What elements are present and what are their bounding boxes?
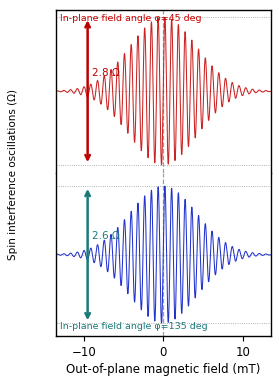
Text: 2.6 Ω: 2.6 Ω (92, 231, 120, 241)
Text: In-plane field angle φ=45 deg: In-plane field angle φ=45 deg (60, 14, 202, 24)
Text: Spin interference oscillations (Ω): Spin interference oscillations (Ω) (8, 89, 18, 260)
Text: In-plane field angle φ=135 deg: In-plane field angle φ=135 deg (60, 322, 208, 331)
Text: 2.8 Ω: 2.8 Ω (92, 68, 120, 78)
X-axis label: Out-of-plane magnetic field (mT): Out-of-plane magnetic field (mT) (66, 363, 260, 376)
